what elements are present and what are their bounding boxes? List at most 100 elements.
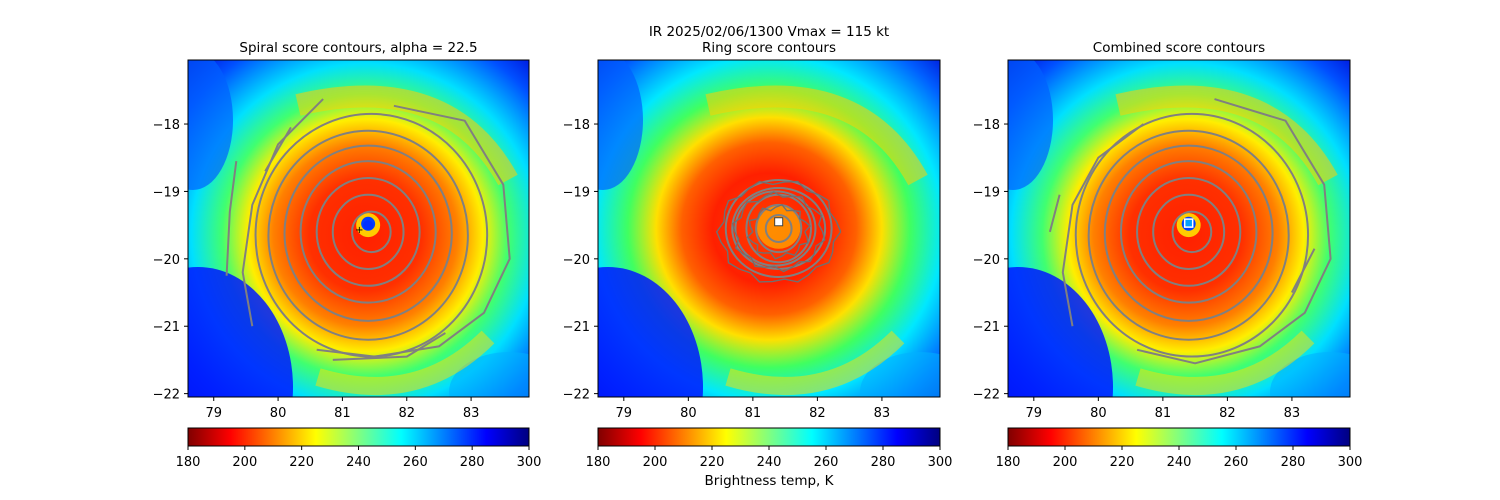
rainband (315, 330, 495, 395)
score-contour (1171, 210, 1213, 254)
score-contour (283, 144, 453, 322)
x-tick-label: 79 (616, 406, 633, 421)
y-tick-label: −22 (973, 388, 1000, 403)
center-marker (363, 220, 374, 231)
colorbar-tick-label: 220 (1110, 455, 1135, 470)
score-contour-arc (1048, 194, 1061, 233)
ring-contour-jagged (746, 203, 811, 260)
x-tick-label: 79 (1026, 406, 1043, 421)
ir-image (188, 60, 529, 397)
panel-title: Ring score contours (702, 40, 836, 56)
rainband (725, 330, 905, 395)
score-contour-arc (264, 126, 292, 172)
colorbar-tick-label: 240 (1167, 455, 1192, 470)
axes-frame (597, 59, 941, 398)
score-contour-arc (1136, 98, 1332, 365)
colorbar-tick-label: 260 (1224, 455, 1249, 470)
colorbar (1007, 427, 1351, 447)
x-tick-label: 83 (463, 406, 480, 421)
score-contour-arc (1061, 123, 1145, 327)
colorbar-tick-label: 300 (928, 455, 953, 470)
score-contour (351, 210, 392, 254)
ir-image (598, 60, 940, 397)
score-contour-arc (316, 104, 511, 358)
rainband (295, 85, 518, 186)
colorbar-tick-label: 200 (1053, 455, 1078, 470)
y-tick-label: −21 (563, 320, 590, 335)
clear-air-region (188, 267, 293, 397)
y-tick-label: −18 (153, 118, 180, 133)
panel-title: Combined score contours (1093, 40, 1265, 56)
x-tick-label: 83 (1284, 406, 1301, 421)
y-tick-label: −22 (153, 388, 180, 403)
score-contour-arc (241, 98, 324, 327)
x-tick-label: 81 (1155, 406, 1172, 421)
y-tick-label: −20 (563, 253, 590, 268)
plus-marker: + (355, 225, 363, 236)
score-contour (764, 214, 793, 243)
x-tick-label: 80 (270, 406, 287, 421)
x-tick-label: 81 (745, 406, 762, 421)
score-contour (1136, 176, 1242, 287)
x-tick-label: 82 (1219, 406, 1236, 421)
center-marker (1183, 218, 1194, 228)
colorbar-tick-label: 200 (232, 455, 257, 470)
center-marker (774, 217, 784, 227)
y-tick-label: −19 (973, 185, 1000, 200)
ir-image (1008, 60, 1350, 397)
colorbar-tick-label: 280 (1281, 455, 1306, 470)
clear-air-region (188, 60, 233, 190)
colorbar-tick-label: 200 (643, 455, 668, 470)
colorbar-tick-label: 260 (403, 455, 428, 470)
y-tick-label: −21 (153, 320, 180, 335)
clear-air-region (598, 60, 643, 190)
colorbar (187, 427, 530, 447)
x-tick-label: 83 (874, 406, 891, 421)
rainband (705, 85, 928, 186)
score-contour (331, 193, 405, 270)
y-tick-label: −19 (153, 185, 180, 200)
score-contour-arc (1291, 248, 1316, 293)
y-tick-label: −19 (563, 185, 590, 200)
score-contour (724, 178, 833, 279)
score-contour (1119, 160, 1258, 304)
score-contour (1103, 144, 1274, 322)
colorbar-tick-label: 220 (289, 455, 314, 470)
score-contour (1074, 112, 1310, 358)
y-tick-label: −18 (563, 118, 590, 133)
colorbar-tick-label: 240 (346, 455, 371, 470)
y-tick-label: −20 (153, 253, 180, 268)
y-tick-label: −18 (973, 118, 1000, 133)
y-tick-label: −22 (563, 388, 590, 403)
colorbar-tick-label: 300 (1338, 455, 1363, 470)
axes-frame (1007, 59, 1351, 398)
score-contour-arc (225, 160, 238, 276)
x-tick-label: 80 (680, 406, 697, 421)
score-contour (299, 160, 437, 304)
rainband (1115, 85, 1338, 186)
score-contour (734, 190, 817, 267)
colorbar-tick-label: 260 (814, 455, 839, 470)
x-tick-label: 79 (205, 406, 222, 421)
clear-air-region (1008, 267, 1113, 397)
colorbar-tick-label: 300 (517, 455, 542, 470)
colorbar-tick-label: 280 (460, 455, 485, 470)
x-tick-label: 82 (809, 406, 826, 421)
score-contour (1087, 129, 1290, 341)
score-contour-arc (332, 332, 446, 361)
rainband (1135, 330, 1315, 395)
eye (756, 204, 801, 249)
ring-contour-jagged (731, 191, 826, 273)
score-contour (1152, 193, 1226, 270)
y-tick-label: −21 (973, 320, 1000, 335)
score-contour (315, 176, 421, 287)
colorbar-label: Brightness temp, K (705, 473, 835, 489)
ring-contour-jagged (715, 180, 842, 283)
panel-title: Spiral score contours, alpha = 22.5 (239, 40, 477, 56)
clear-air-region (1008, 60, 1053, 190)
clear-air-region (598, 267, 703, 397)
x-tick-label: 81 (334, 406, 351, 421)
colorbar (597, 427, 941, 447)
panel-ring: Ring score contours 79 80 81 82 83 −18 −19 −20 −2… (563, 40, 953, 470)
